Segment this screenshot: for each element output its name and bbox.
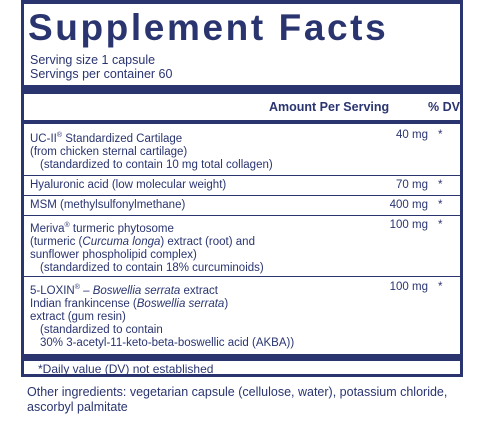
- ingredient-line: 5-LOXIN® – Boswellia serrata extract: [30, 284, 219, 297]
- ingredient-line: extract (gum resin): [30, 310, 126, 323]
- ingredient-line: (standardized to contain 18% curcuminoid…: [40, 261, 264, 274]
- ingredient-line: (turmeric (Curcuma longa) extract (root)…: [30, 235, 255, 248]
- ingredient-line: UC-II® Standardized Cartilage: [30, 132, 183, 145]
- ingredient-amount: 40 mg: [396, 129, 428, 141]
- ingredient-amount: 100 mg: [389, 281, 428, 293]
- ingredient-line: MSM (methylsulfonylmethane): [30, 199, 186, 211]
- row-divider: [24, 276, 460, 277]
- ingredient-name: Meriva® turmeric phytosome (turmeric (Cur…: [30, 219, 360, 275]
- ingredient-line: (standardized to contain 10 mg total col…: [40, 158, 273, 171]
- ingredient-dv: *: [438, 199, 443, 211]
- row-divider: [24, 215, 460, 216]
- dv-header: % DV: [428, 100, 460, 114]
- ingredient-amount: 70 mg: [396, 179, 428, 191]
- header-bottom-divider: [24, 120, 460, 124]
- ingredient-name: 5-LOXIN® – Boswellia serrata extract Indi…: [30, 281, 360, 350]
- row-divider: [24, 195, 460, 196]
- ingredient-name: MSM (methylsulfonylmethane): [30, 199, 360, 212]
- serving-size: Serving size 1 capsule: [30, 53, 156, 67]
- row-divider: [24, 175, 460, 176]
- ingredient-dv: *: [438, 281, 443, 293]
- amount-per-serving-header: Amount Per Serving: [269, 100, 390, 114]
- ingredient-dv: *: [438, 179, 443, 191]
- ingredient-dv: *: [438, 129, 443, 141]
- header-divider: [24, 85, 460, 94]
- ingredient-line: (from chicken sternal cartilage): [30, 145, 188, 158]
- ingredient-line: Indian frankincense (Boswellia serrata): [30, 297, 229, 310]
- ingredient-line: Meriva® turmeric phytosome: [30, 222, 174, 235]
- ingredient-line: Hyaluronic acid (low molecular weight): [30, 179, 227, 191]
- ingredient-amount: 100 mg: [389, 219, 428, 231]
- supplement-facts-panel: Supplement Facts Serving size 1 capsule …: [21, 0, 463, 377]
- ingredient-line: 30% 3-acetyl-11-keto-beta-boswellic acid…: [40, 336, 295, 349]
- ingredient-name: UC-II® Standardized Cartilage (from chick…: [30, 129, 360, 172]
- ingredient-name: Hyaluronic acid (low molecular weight): [30, 179, 360, 192]
- footnote-divider: [24, 354, 460, 361]
- servings-per-container: Servings per container 60: [30, 67, 173, 81]
- ingredient-amount: 400 mg: [389, 199, 428, 211]
- dv-footnote: *Daily value (DV) not established: [38, 362, 214, 376]
- ingredient-line: (standardized to contain: [40, 323, 163, 336]
- other-ingredients: Other ingredients: vegetarian capsule (c…: [27, 385, 448, 414]
- ingredient-dv: *: [438, 219, 443, 231]
- panel-title: Supplement Facts: [28, 7, 389, 48]
- ingredient-line: sunflower phospholipid complex): [30, 248, 197, 261]
